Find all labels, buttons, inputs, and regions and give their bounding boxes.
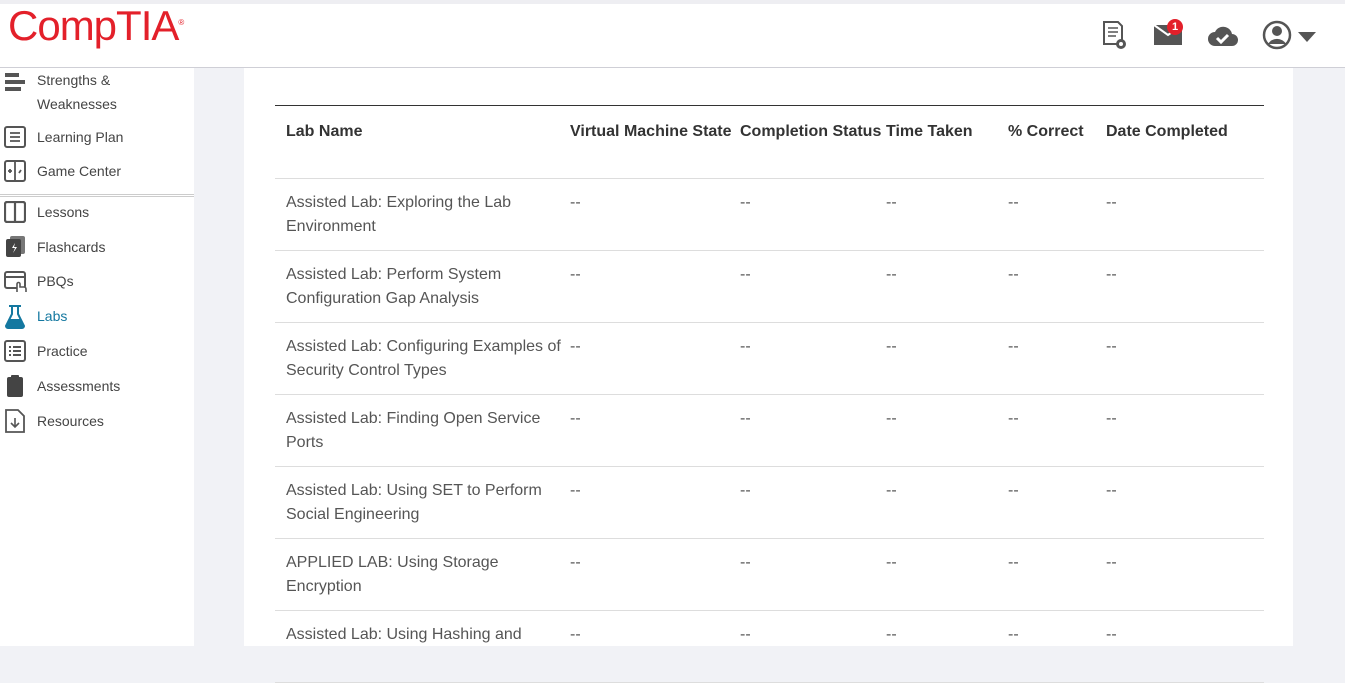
- table-cell: --: [883, 394, 1005, 467]
- user-menu-button[interactable]: [1262, 20, 1316, 55]
- table-cell: --: [737, 250, 883, 323]
- lab-name-cell[interactable]: Assisted Lab: Finding Open Service Ports: [275, 394, 567, 467]
- comptia-logo[interactable]: CompTIA®: [8, 2, 184, 49]
- table-cell: --: [737, 538, 883, 611]
- table-cell: --: [567, 178, 737, 251]
- table-cell: --: [883, 322, 1005, 395]
- sidebar-item-label: Labs: [37, 308, 68, 324]
- table-cell: --: [1005, 538, 1103, 611]
- table-row[interactable]: APPLIED LAB: Using Storage Encryption -- -…: [275, 538, 1264, 611]
- pbq-icon: [4, 271, 27, 292]
- column-header[interactable]: Time Taken: [883, 105, 1005, 179]
- lab-name-cell[interactable]: APPLIED LAB: Using Storage Encryption: [275, 538, 567, 611]
- column-header[interactable]: % Correct: [1005, 105, 1103, 179]
- mail-badge: 1: [1167, 19, 1183, 35]
- clipboard-icon: [7, 375, 23, 397]
- mail-button[interactable]: 1: [1153, 19, 1183, 51]
- table-cell: --: [567, 394, 737, 467]
- flashcards-icon: [6, 236, 25, 257]
- table-cell: --: [883, 466, 1005, 539]
- table-cell: --: [1005, 610, 1103, 683]
- user-icon: [1262, 20, 1292, 50]
- sidebar-divider: [0, 194, 194, 197]
- sidebar-item-label: Assessments: [37, 378, 121, 394]
- lab-name-cell[interactable]: Assisted Lab: Using Hashing and: [275, 610, 567, 683]
- download-file-icon: [5, 409, 25, 433]
- table-header-row: Lab Name Virtual Machine State Completion …: [275, 105, 1264, 179]
- table-row[interactable]: Assisted Lab: Finding Open Service Ports…: [275, 394, 1264, 467]
- table-cell: --: [1103, 322, 1264, 395]
- table-cell: --: [883, 250, 1005, 323]
- sidebar: Strengths & Weaknesses Learning Plan Gam…: [0, 68, 194, 646]
- lab-name-cell[interactable]: Assisted Lab: Configuring Examples of Se…: [275, 322, 567, 395]
- table-cell: --: [1005, 322, 1103, 395]
- table-cell: --: [1103, 250, 1264, 323]
- top-header: CompTIA® 1: [0, 2, 1345, 68]
- top-strip: [0, 0, 1345, 4]
- table-cell: --: [1103, 538, 1264, 611]
- sidebar-item-label: Practice: [37, 343, 88, 359]
- sidebar-item-label: Flashcards: [37, 239, 106, 255]
- table-cell: --: [883, 178, 1005, 251]
- sidebar-item-label: PBQs: [37, 273, 74, 289]
- strengths-icon: [5, 73, 25, 91]
- sidebar-item-label: Learning Plan: [37, 129, 124, 145]
- table-cell: --: [737, 610, 883, 683]
- table-cell: --: [1103, 178, 1264, 251]
- table-cell: --: [883, 538, 1005, 611]
- book-icon: [4, 201, 26, 223]
- labs-panel: Lab Name Virtual Machine State Completion …: [244, 68, 1293, 683]
- flask-icon: [4, 305, 26, 329]
- column-header[interactable]: Date Completed: [1103, 105, 1264, 179]
- sidebar-item-label: Lessons: [37, 204, 90, 220]
- lab-name-cell[interactable]: Assisted Lab: Perform System Configurati…: [275, 250, 567, 323]
- table-cell: --: [567, 610, 737, 683]
- column-header[interactable]: Lab Name: [275, 105, 567, 179]
- table-cell: --: [567, 466, 737, 539]
- table-row[interactable]: Assisted Lab: Configuring Examples of Se…: [275, 322, 1264, 395]
- table-cell: --: [883, 610, 1005, 683]
- list-icon: [4, 340, 26, 362]
- labs-table: Lab Name Virtual Machine State Completion …: [275, 105, 1264, 683]
- table-cell: --: [567, 538, 737, 611]
- table-cell: --: [1005, 250, 1103, 323]
- table-cell: --: [1103, 394, 1264, 467]
- table-cell: --: [1005, 394, 1103, 467]
- column-header[interactable]: Completion Status: [737, 105, 883, 179]
- lab-name-cell[interactable]: Assisted Lab: Exploring the Lab Environm…: [275, 178, 567, 251]
- table-cell: --: [1103, 466, 1264, 539]
- lab-name-cell[interactable]: Assisted Lab: Using SET to Perform Socia…: [275, 466, 567, 539]
- sidebar-item-label: Game Center: [37, 163, 122, 179]
- sidebar-item-label: Strengths & Weaknesses: [37, 72, 117, 112]
- table-cell: --: [567, 322, 737, 395]
- table-cell: --: [1005, 466, 1103, 539]
- table-row[interactable]: Assisted Lab: Exploring the Lab Environm…: [275, 178, 1264, 251]
- learning-plan-icon: [4, 126, 26, 148]
- table-row[interactable]: Assisted Lab: Using SET to Perform Socia…: [275, 466, 1264, 539]
- table-cell: --: [1103, 610, 1264, 683]
- table-cell: --: [1005, 178, 1103, 251]
- table-cell: --: [567, 250, 737, 323]
- caret-down-icon: [1298, 32, 1316, 42]
- table-cell: --: [737, 466, 883, 539]
- table-cell: --: [737, 178, 883, 251]
- table-cell: --: [737, 322, 883, 395]
- table-cell: --: [737, 394, 883, 467]
- certificate-icon[interactable]: [1102, 20, 1128, 55]
- table-row[interactable]: Assisted Lab: Using Hashing and -- -- -- -- -…: [275, 610, 1264, 683]
- sidebar-item-label: Resources: [37, 413, 104, 429]
- game-center-icon: [4, 160, 26, 182]
- column-header[interactable]: Virtual Machine State: [567, 105, 737, 179]
- table-row[interactable]: Assisted Lab: Perform System Configurati…: [275, 250, 1264, 323]
- cloud-check-icon[interactable]: [1207, 24, 1239, 53]
